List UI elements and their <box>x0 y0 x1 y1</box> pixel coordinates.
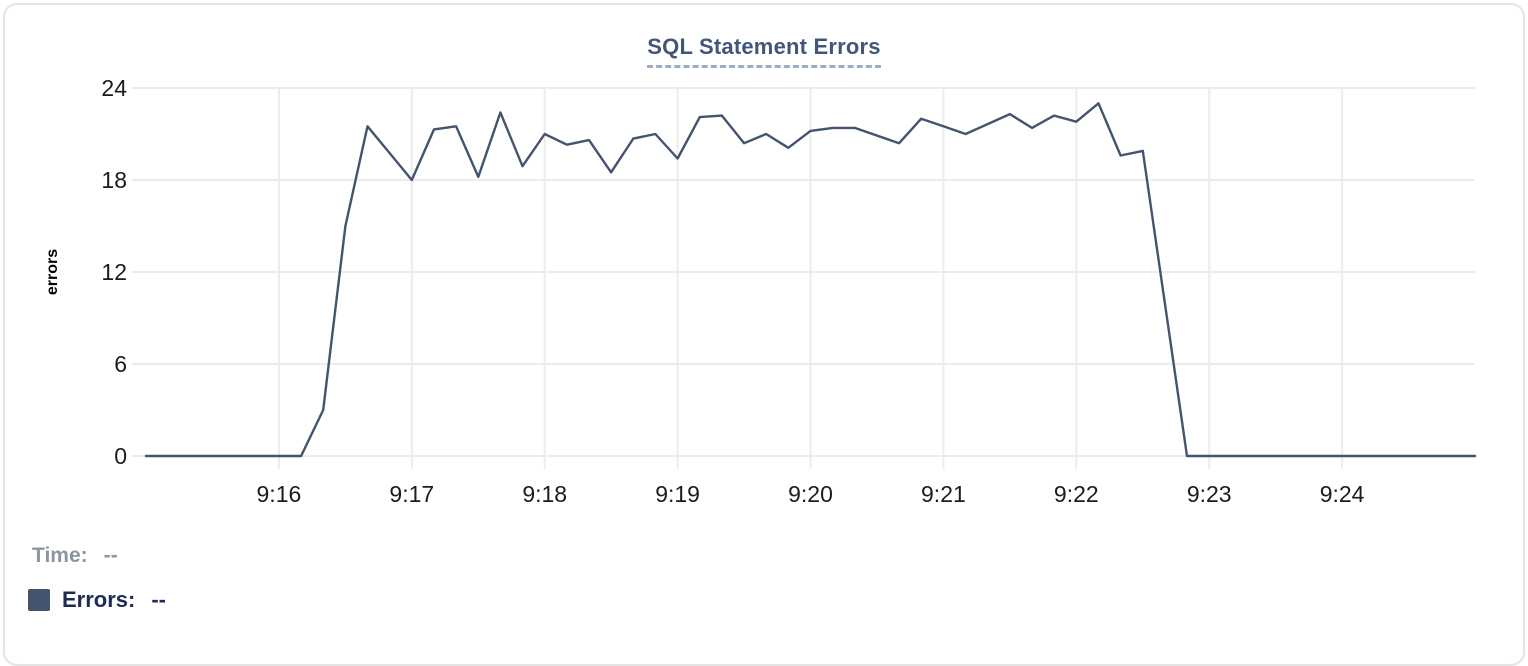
tooltip-time-row: Time: -- <box>32 543 166 569</box>
tooltip-time-value: -- <box>103 544 118 567</box>
x-tick-label: 9:18 <box>522 481 567 507</box>
chart-header: SQL Statement Errors <box>5 34 1523 68</box>
y-tick-label: 0 <box>114 443 127 469</box>
errors-series-swatch <box>28 589 50 611</box>
y-tick-label: 12 <box>101 259 127 285</box>
y-tick-label: 24 <box>101 75 127 101</box>
errors-line-chart[interactable]: 0 6 12 18 24 9:16 9:17 9:18 9:19 9:20 9:21 9:22 9:23… <box>5 5 1528 517</box>
legend-errors-row[interactable]: Errors: -- <box>28 587 166 613</box>
tooltip-time-label: Time: <box>32 544 88 567</box>
x-tick-label: 9:17 <box>389 481 434 507</box>
x-tick-label: 9:19 <box>655 481 700 507</box>
chart-card: SQL Statement Errors 0 6 12 18 24 9:16 9:17 9:1… <box>3 3 1525 666</box>
series-line-errors <box>144 102 1477 458</box>
x-tick-label: 9:20 <box>788 481 833 507</box>
y-tick-label: 18 <box>101 167 127 193</box>
tooltip-errors-value: -- <box>151 587 167 612</box>
chart-legend: Time: -- Errors: -- <box>28 543 166 613</box>
x-tick-label: 9:22 <box>1054 481 1099 507</box>
x-tick-label: 9:21 <box>921 481 966 507</box>
x-tick-label: 9:16 <box>257 481 302 507</box>
y-axis-title: errors <box>44 249 61 295</box>
y-tick-label: 6 <box>114 351 127 377</box>
x-tick-label: 9:23 <box>1187 481 1232 507</box>
chart-title[interactable]: SQL Statement Errors <box>647 34 881 68</box>
legend-errors-label: Errors: <box>62 587 136 612</box>
x-tick-label: 9:24 <box>1320 481 1365 507</box>
